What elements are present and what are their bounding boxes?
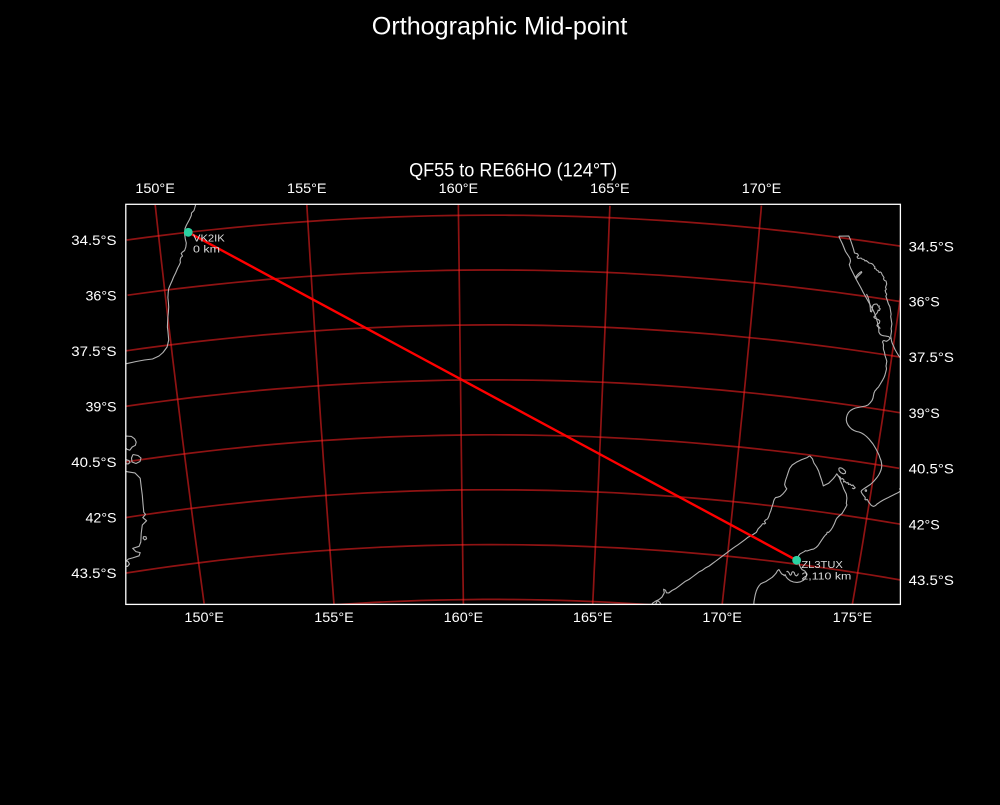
svg-text:160°E: 160°E xyxy=(444,609,484,625)
svg-text:150°E: 150°E xyxy=(184,609,224,625)
svg-text:Orthographic Mid-point: Orthographic Mid-point xyxy=(372,13,628,41)
svg-text:2,110 km: 2,110 km xyxy=(801,572,851,583)
svg-text:42°S: 42°S xyxy=(909,516,940,532)
svg-text:34.5°S: 34.5°S xyxy=(71,232,116,248)
svg-text:40.5°S: 40.5°S xyxy=(909,461,954,477)
svg-text:39°S: 39°S xyxy=(909,405,940,421)
svg-text:VK2IK: VK2IK xyxy=(193,233,225,244)
svg-text:165°E: 165°E xyxy=(573,609,613,625)
svg-text:175°E: 175°E xyxy=(833,609,873,625)
svg-text:170°E: 170°E xyxy=(742,180,782,196)
svg-text:39°S: 39°S xyxy=(86,398,117,414)
svg-text:34.5°S: 34.5°S xyxy=(909,238,954,254)
svg-text:43.5°S: 43.5°S xyxy=(909,572,954,588)
svg-text:160°E: 160°E xyxy=(439,180,479,196)
svg-text:40.5°S: 40.5°S xyxy=(71,454,116,470)
svg-text:155°E: 155°E xyxy=(314,609,354,625)
svg-text:165°E: 165°E xyxy=(590,180,630,196)
svg-text:42°S: 42°S xyxy=(86,510,117,526)
svg-text:37.5°S: 37.5°S xyxy=(71,343,116,359)
svg-text:36°S: 36°S xyxy=(909,294,940,310)
svg-text:37.5°S: 37.5°S xyxy=(909,349,954,365)
svg-text:155°E: 155°E xyxy=(287,180,327,196)
svg-text:ZL3TUX: ZL3TUX xyxy=(801,560,843,571)
svg-text:170°E: 170°E xyxy=(702,609,742,625)
svg-text:43.5°S: 43.5°S xyxy=(71,565,116,581)
svg-text:36°S: 36°S xyxy=(86,287,117,303)
svg-text:150°E: 150°E xyxy=(135,180,175,196)
svg-text:QF55 to RE66HO (124°T): QF55 to RE66HO (124°T) xyxy=(409,159,617,181)
svg-text:0 km: 0 km xyxy=(193,244,220,255)
